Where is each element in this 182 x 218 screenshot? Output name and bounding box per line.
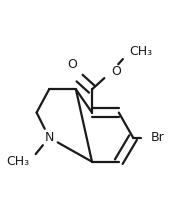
- Text: N: N: [44, 131, 54, 144]
- Text: O: O: [112, 65, 122, 78]
- Text: O: O: [67, 58, 77, 72]
- Text: CH₃: CH₃: [6, 155, 29, 168]
- Text: CH₃: CH₃: [130, 45, 153, 58]
- Text: Br: Br: [151, 131, 165, 144]
